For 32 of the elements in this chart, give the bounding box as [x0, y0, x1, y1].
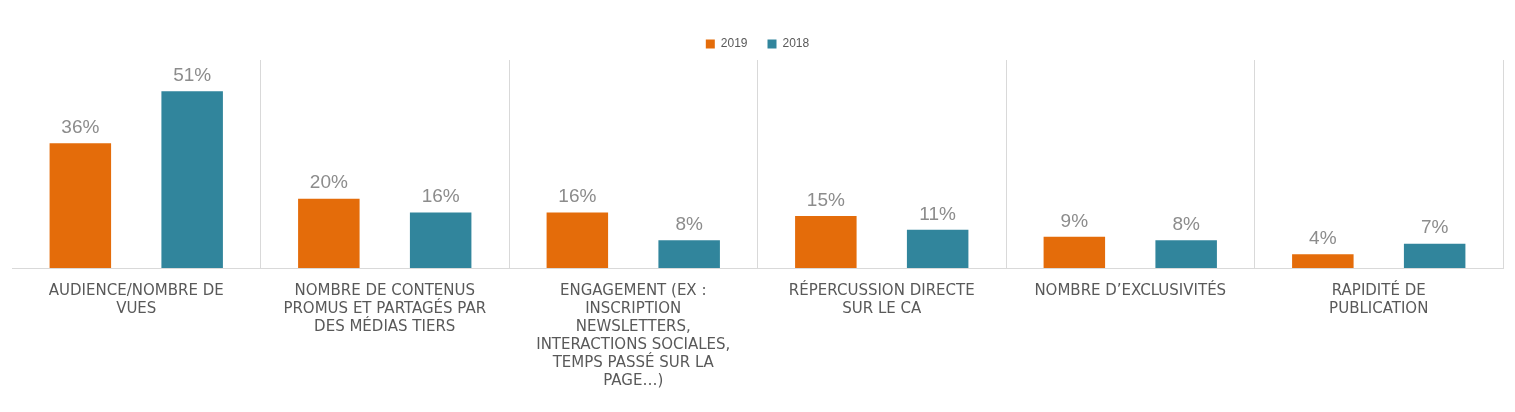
data-label: 4% — [1309, 226, 1337, 248]
bar — [795, 216, 857, 268]
bar — [1403, 243, 1466, 268]
bar — [1292, 254, 1354, 268]
data-label: 15% — [806, 188, 845, 210]
data-label: 16% — [421, 185, 460, 207]
x-tick-label: NOMBRE D’EXCLUSIVITÉS — [1034, 279, 1227, 299]
data-label: 20% — [309, 171, 348, 193]
data-label: 9% — [1060, 209, 1089, 231]
x-tick-label: RÉPERCUSSION DIRECTE SUR LE CA — [788, 279, 975, 317]
x-tick-label: AUDIENCE/NOMBRE DE VUES — [48, 280, 224, 317]
data-label: 8% — [1172, 213, 1200, 234]
data-label: 11% — [919, 202, 957, 224]
bar — [49, 143, 112, 268]
bar — [546, 212, 609, 268]
data-label: 8% — [675, 213, 703, 234]
data-label: 36% — [61, 115, 100, 137]
bar — [298, 198, 360, 268]
bar — [1155, 240, 1217, 268]
bar — [161, 91, 223, 268]
data-label: 16% — [558, 185, 597, 207]
x-tick-label: RAPIDITÉ DE PUBLICATION — [1329, 279, 1429, 317]
x-tick-label: NOMBRE DE CONTENUS PROMUS ET PARTAGÉS PAR DES MÉDIAS TIERS — [283, 280, 487, 335]
legend-label: 2019 — [720, 36, 748, 51]
bar — [906, 229, 969, 268]
data-label: 7% — [1420, 216, 1449, 238]
legend-label: 2018 — [782, 36, 810, 51]
bar — [658, 240, 720, 268]
data-label: 51% — [173, 63, 212, 85]
bar — [409, 212, 472, 268]
x-tick-label: ENGAGEMENT (EX : INSCRIPTION NEWSLETTERS, INTERACTIONS SOCIALES, TEMPS PASSÉ SUR LA PAGE…) — [536, 280, 731, 389]
bar — [1043, 236, 1106, 268]
